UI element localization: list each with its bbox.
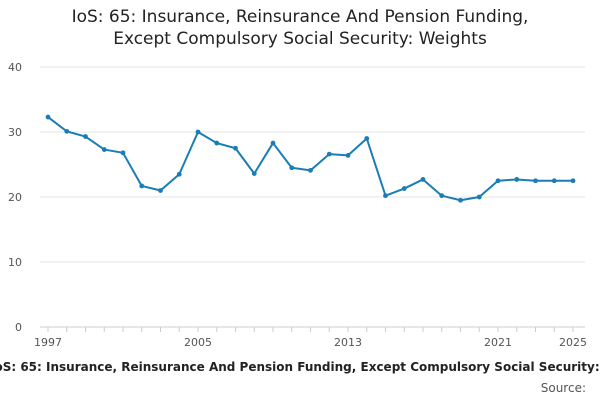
data-point [270,140,276,146]
source-label: Source: [540,381,586,395]
data-point [251,171,257,177]
data-point [101,147,107,152]
x-tick-label: 2013 [334,336,362,349]
data-point [533,178,538,184]
legend-label: IoS: 65: Insurance, Reinsurance And Pens… [0,360,600,374]
series-legend: IoS: 65: Insurance, Reinsurance And Pens… [0,360,600,378]
data-point [139,183,145,189]
x-tick-label: 2005 [184,336,212,349]
x-tick-label: 1997 [34,336,62,349]
y-tick-label: 30 [8,126,22,139]
data-point [495,178,501,184]
data-point [289,165,295,171]
chart-title-line-2: Except Compulsory Social Security: Weigh… [113,29,487,49]
data-point [383,193,388,199]
data-point [326,151,332,157]
data-point [233,145,238,151]
series-points [45,114,576,203]
data-point [308,167,313,173]
y-tick-label: 0 [15,321,22,334]
grid-lines [40,66,585,263]
chart-title-line-1: IoS: 65: Insurance, Reinsurance And Pens… [71,7,529,27]
data-point [345,153,351,158]
data-point [551,178,557,184]
data-point [120,150,126,156]
data-point [176,171,182,177]
data-point [570,178,576,184]
data-point [158,188,163,193]
data-point [64,128,70,134]
chart-title: IoS: 65: Insurance, Reinsurance And Pens… [0,6,600,50]
data-point [420,177,426,182]
series-line [47,116,573,202]
x-tick-label: 2021 [484,336,512,349]
y-tick-label: 10 [8,256,22,269]
y-tick-label: 20 [8,191,22,204]
data-point [214,140,220,146]
axes: 0 10 20 30 40 1997 2005 2013 2021 2025 [8,61,587,349]
x-tick-label: 2025 [559,336,587,349]
data-point [401,186,407,191]
data-point [195,129,201,135]
data-point [364,136,370,141]
data-point [458,197,463,203]
data-point [439,193,445,199]
series-line-path [47,116,573,202]
data-point [476,194,482,200]
data-point [514,177,520,182]
data-point [45,114,51,120]
data-point [83,134,88,139]
y-tick-label: 40 [8,61,22,74]
